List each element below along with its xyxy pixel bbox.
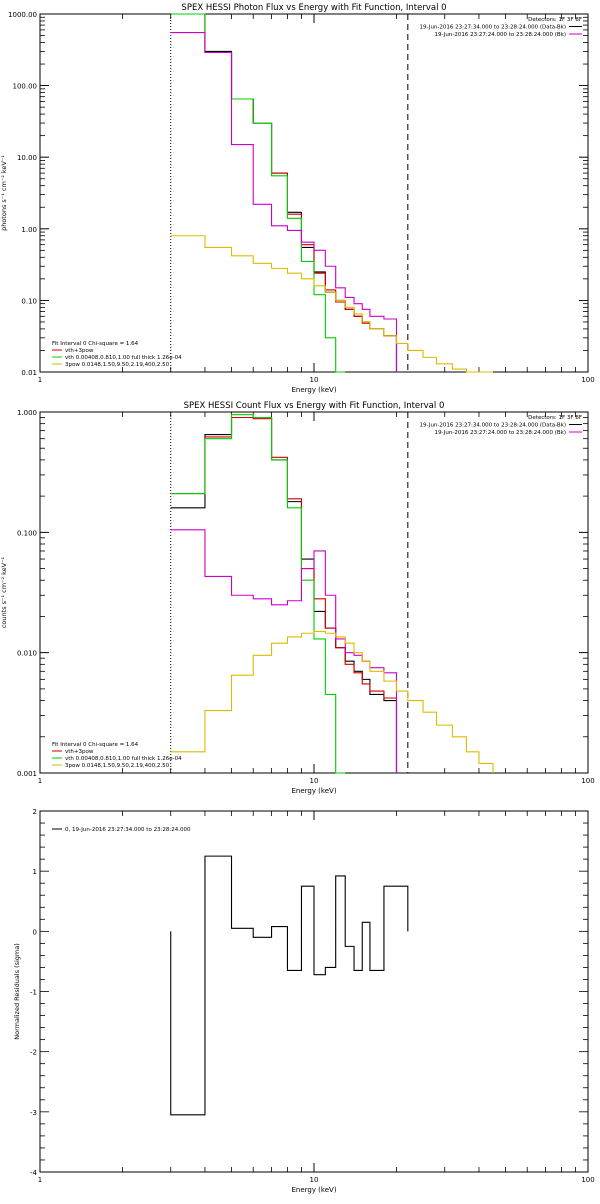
- legend-text-1: vth+3pow: [65, 348, 94, 354]
- y-tick-label: 0.010: [17, 650, 37, 658]
- chart-title: SPEX HESSI Photon Flux vs Energy with Fi…: [181, 3, 446, 13]
- y-tick-label: 2: [33, 808, 37, 816]
- legend-text-0: 0, 19-Jun-2016 23:27:34.000 to 23:28:24.…: [65, 827, 191, 833]
- y-axis-label: photons s⁻¹ cm⁻² keV⁻¹: [0, 155, 8, 231]
- series-line-3pow: [170, 235, 493, 373]
- series-line-Bk: [170, 32, 398, 372]
- y-tick-label: 0.10: [21, 297, 37, 305]
- y-tick-label: 0.100: [17, 529, 37, 537]
- header-text-1: 19-Jun-2016 23:27:34.000 to 23:28:24.000…: [420, 423, 566, 429]
- y-tick-label: 10.00: [17, 154, 37, 162]
- chart-panel-resid: 1 10 100 Energy (keV) -4 -3 -2 -1 0 1 2 Normalized …: [13, 808, 595, 1194]
- legend-text-1: vth+3pow: [65, 749, 94, 755]
- y-tick-label: 1.00: [21, 226, 37, 234]
- x-tick-label: 1: [38, 1176, 42, 1184]
- x-tick-label: 10: [310, 376, 319, 384]
- header-text-1: 19-Jun-2016 23:27:34.000 to 23:28:24.000…: [420, 25, 566, 31]
- x-tick-label: 1: [38, 376, 42, 384]
- legend-text-0: Fit Interval 0 Chi-square = 1.64: [52, 341, 139, 347]
- header-text-2: 19-Jun-2016 23:27:24.000 to 23:28:24.000…: [434, 32, 566, 38]
- y-tick-label: 1: [33, 868, 37, 876]
- legend-text-2: vth 0.00408,0.810,1.00 full thick 1.26e-…: [65, 756, 182, 762]
- x-tick-label: 100: [581, 1176, 594, 1184]
- series-line-vth: [170, 414, 346, 774]
- header-text-0: Detectors: 1F 3F 8F: [528, 415, 582, 421]
- x-tick-label: 10: [310, 1176, 319, 1184]
- y-tick-label: 100.00: [13, 83, 38, 91]
- legend-text-2: vth 0.00408,0.810,1.00 full thick 1.26e-…: [65, 355, 182, 361]
- y-tick-label: 1000.00: [8, 11, 37, 19]
- series-line-residuals: [170, 855, 409, 1116]
- x-axis-label: Energy (keV): [291, 386, 336, 394]
- y-tick-label: -4: [30, 1169, 38, 1177]
- x-tick-label: 10: [310, 777, 319, 785]
- header-text-0: Detectors: 1F 3F 8F: [528, 17, 582, 23]
- chart-panel-photon: SPEX HESSI Photon Flux vs Energy with Fi…: [0, 3, 595, 394]
- x-tick-label: 1: [38, 777, 42, 785]
- y-tick-label: -2: [30, 1049, 37, 1057]
- x-axis-label: Energy (keV): [291, 787, 336, 795]
- y-tick-label: 0.001: [17, 770, 37, 778]
- series-line-vth: [170, 13, 346, 373]
- chart-panel-count: SPEX HESSI Count Flux vs Energy with Fit…: [0, 401, 595, 795]
- y-tick-label: 1.000: [17, 409, 37, 417]
- plot-frame: [39, 810, 589, 1173]
- x-axis-label: Energy (keV): [291, 1186, 336, 1194]
- plot-frame: [39, 13, 589, 373]
- y-tick-label: 0: [33, 928, 37, 936]
- y-axis-label: counts s⁻¹ cm⁻² keV⁻¹: [0, 556, 8, 628]
- y-tick-label: -3: [30, 1109, 37, 1117]
- series-line-3pow: [170, 630, 494, 773]
- legend-text-3: 3pow 0.0148,1.50,9.50,2.19,400,2.50: [65, 362, 170, 368]
- header-text-2: 19-Jun-2016 23:27:24.000 to 23:28:24.000…: [434, 430, 566, 436]
- legend-text-3: 3pow 0.0148,1.50,9.50,2.19,400,2.50: [65, 763, 170, 769]
- x-tick-label: 100: [581, 376, 594, 384]
- y-tick-label: -1: [30, 989, 37, 997]
- x-tick-label: 100: [581, 777, 594, 785]
- chart-title: SPEX HESSI Count Flux vs Energy with Fit…: [184, 401, 445, 411]
- legend-text-0: Fit Interval 0 Chi-square = 1.64: [52, 742, 139, 748]
- y-tick-label: 0.01: [21, 369, 37, 377]
- y-axis-label: Normalized Residuals (sigma): [13, 943, 21, 1040]
